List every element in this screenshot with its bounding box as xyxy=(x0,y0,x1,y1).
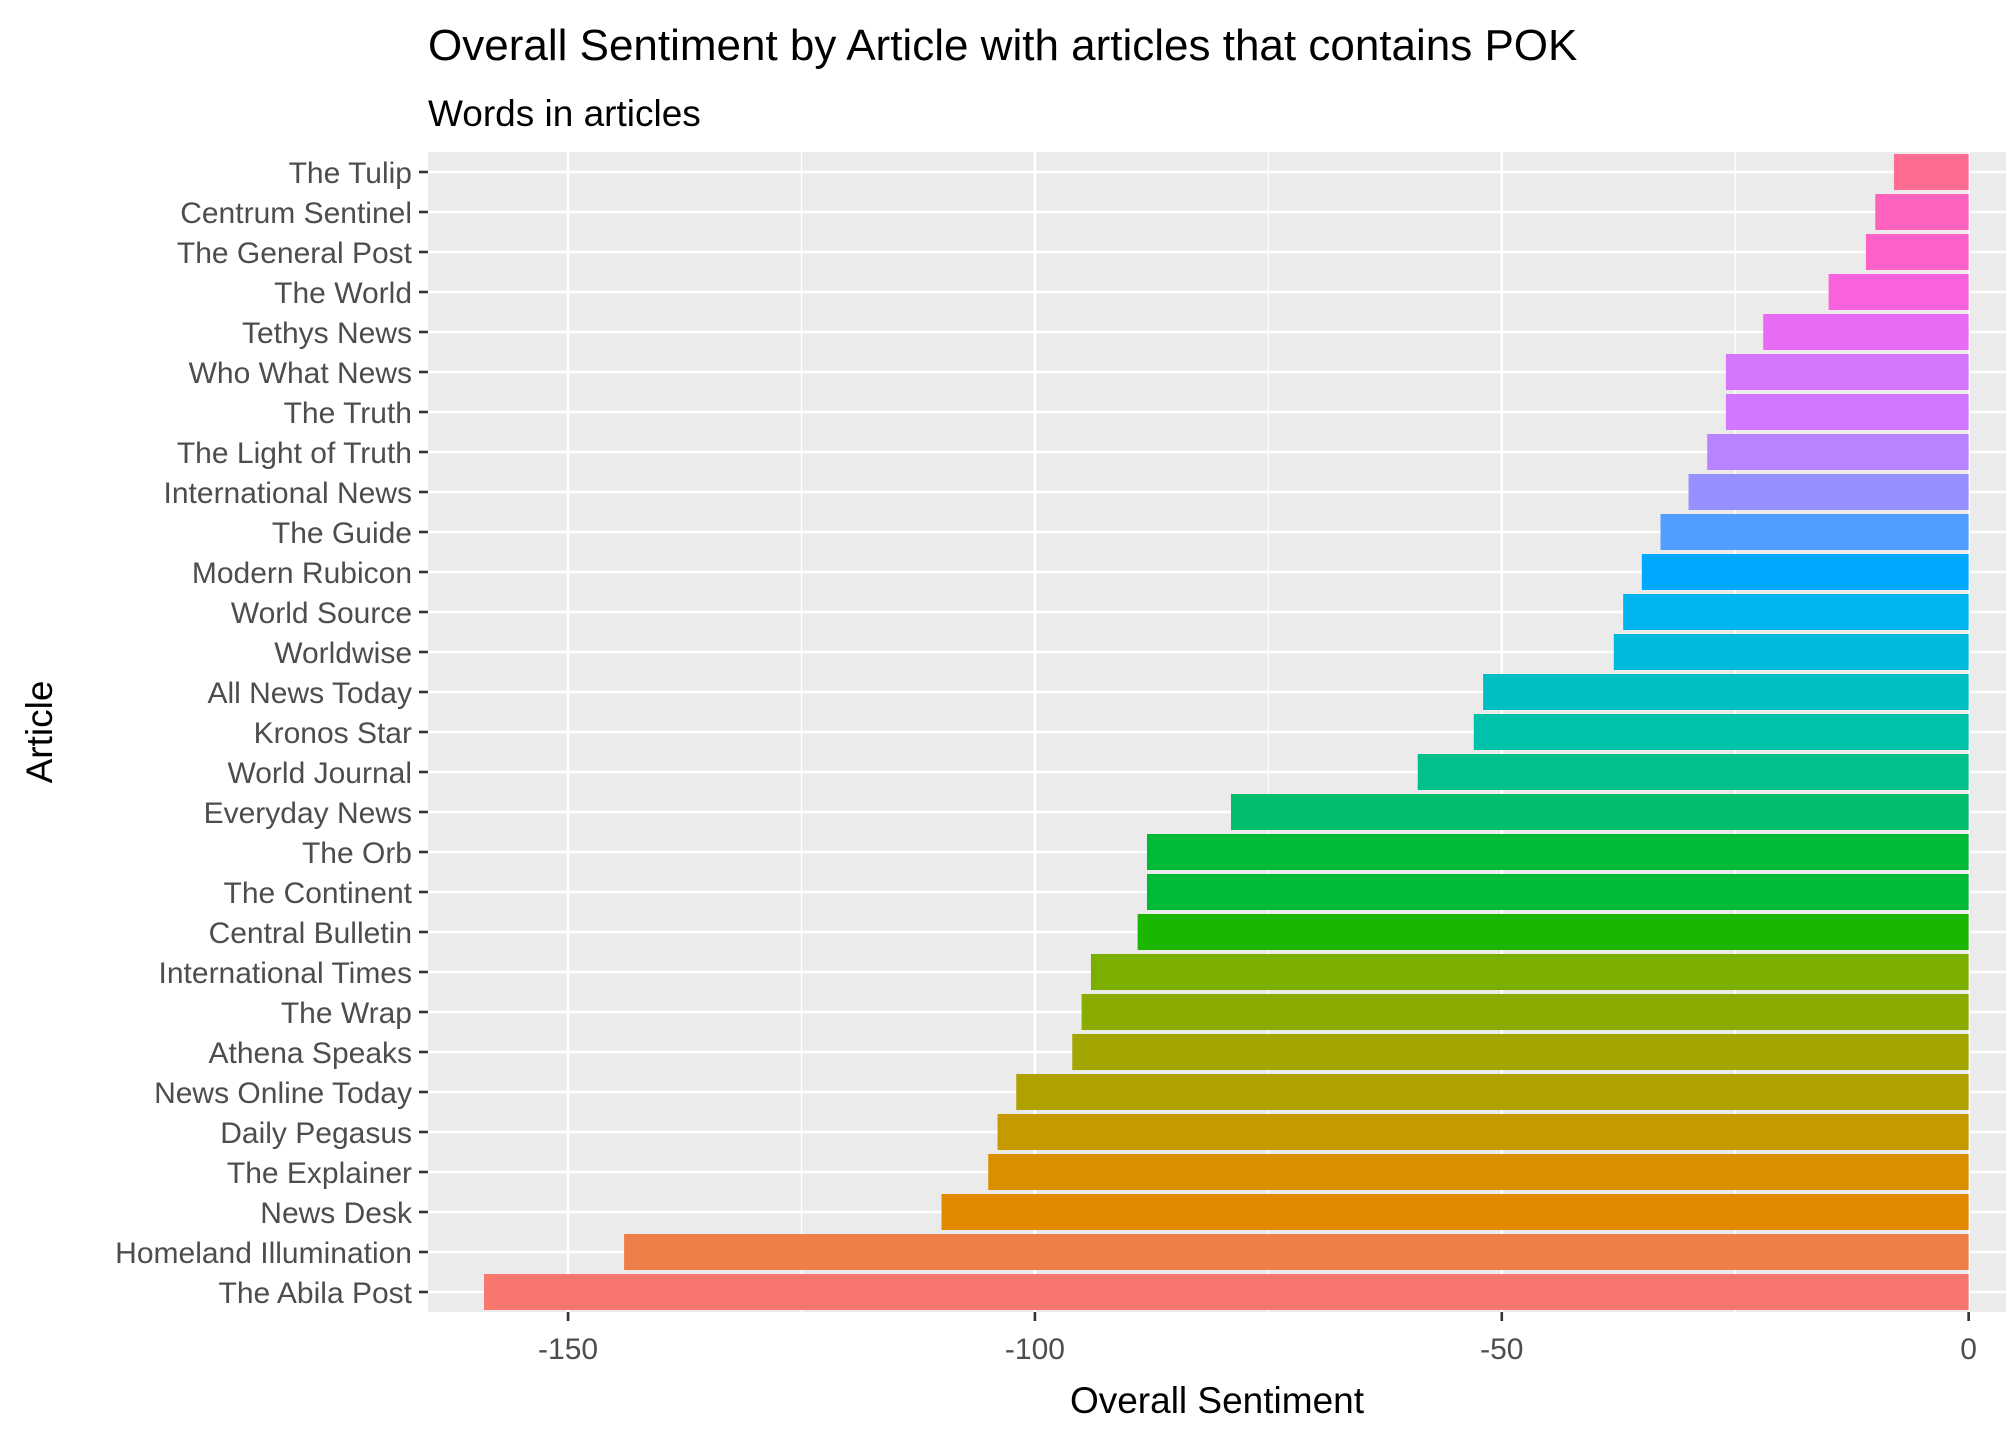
bar xyxy=(1660,514,1969,550)
y-tick-label: International News xyxy=(164,477,412,510)
bar xyxy=(1725,394,1969,430)
bar xyxy=(1613,634,1969,670)
x-tick-label: 0 xyxy=(1960,1333,1977,1366)
y-tick-label: The Truth xyxy=(284,397,412,430)
y-tick-label: Everyday News xyxy=(204,797,412,830)
bar xyxy=(1417,754,1969,790)
bar xyxy=(484,1274,1969,1310)
x-axis-title: Overall Sentiment xyxy=(1070,1380,1365,1421)
bar xyxy=(1893,154,1969,190)
y-tick-label: World Source xyxy=(231,597,412,630)
bar xyxy=(1865,234,1969,270)
bar xyxy=(1231,794,1969,830)
bar xyxy=(624,1234,1969,1270)
bar xyxy=(1146,874,1969,910)
y-axis: The Tulip Centrum Sentinel The General Pos… xyxy=(115,157,428,1310)
y-tick-label: The Tulip xyxy=(289,157,412,190)
bar xyxy=(941,1194,1969,1230)
bar xyxy=(1072,1034,1969,1070)
bar xyxy=(1623,594,1969,630)
bar xyxy=(1875,194,1969,230)
bar xyxy=(1146,834,1969,870)
y-tick-label: The Orb xyxy=(302,837,412,870)
bar xyxy=(1090,954,1969,990)
y-tick-label: All News Today xyxy=(207,677,412,710)
bar xyxy=(1483,674,1969,710)
y-tick-label: Who What News xyxy=(189,357,412,390)
y-tick-label: International Times xyxy=(159,957,412,990)
bar xyxy=(1828,274,1969,310)
y-tick-label: Homeland Illumination xyxy=(115,1237,412,1270)
bar xyxy=(1137,914,1969,950)
x-axis: -150 -100 -50 0 xyxy=(538,1312,1977,1366)
x-tick-label: -150 xyxy=(538,1333,598,1366)
bar xyxy=(1016,1074,1969,1110)
y-axis-title: Article xyxy=(19,681,60,784)
y-tick-label: Modern Rubicon xyxy=(192,557,412,590)
y-tick-label: The Wrap xyxy=(281,997,412,1030)
bar xyxy=(1688,474,1969,510)
y-tick-label: Daily Pegasus xyxy=(220,1117,412,1150)
y-tick-label: Tethys News xyxy=(242,317,412,350)
y-tick-label: The General Post xyxy=(177,237,413,270)
y-tick-label: Worldwise xyxy=(274,637,412,670)
y-tick-label: The Continent xyxy=(224,877,413,910)
y-tick-label: News Online Today xyxy=(154,1077,412,1110)
y-tick-label: The World xyxy=(274,277,412,310)
y-tick-label: World Journal xyxy=(227,757,412,790)
bar xyxy=(988,1154,1969,1190)
y-tick-label: News Desk xyxy=(260,1197,413,1230)
bar xyxy=(1641,554,1969,590)
y-tick-label: The Light of Truth xyxy=(177,437,412,470)
y-tick-label: Kronos Star xyxy=(254,717,412,750)
y-tick-label: The Explainer xyxy=(227,1157,412,1190)
x-tick-label: -100 xyxy=(1005,1333,1065,1366)
y-tick-label: Centrum Sentinel xyxy=(180,197,412,230)
bar xyxy=(1707,434,1969,470)
chart-subtitle: Words in articles xyxy=(428,93,701,134)
bar xyxy=(1473,714,1969,750)
chart-title: Overall Sentiment by Article with articl… xyxy=(428,21,1577,70)
y-tick-label: The Abila Post xyxy=(219,1277,413,1310)
x-tick-label: -50 xyxy=(1480,1333,1523,1366)
y-tick-label: Central Bulletin xyxy=(209,917,412,950)
bar xyxy=(1763,314,1969,350)
bar xyxy=(1081,994,1969,1030)
y-tick-label: The Guide xyxy=(272,517,412,550)
bars xyxy=(484,154,1969,1310)
bar xyxy=(1725,354,1969,390)
y-tick-label: Athena Speaks xyxy=(209,1037,412,1070)
bar xyxy=(997,1114,1969,1150)
